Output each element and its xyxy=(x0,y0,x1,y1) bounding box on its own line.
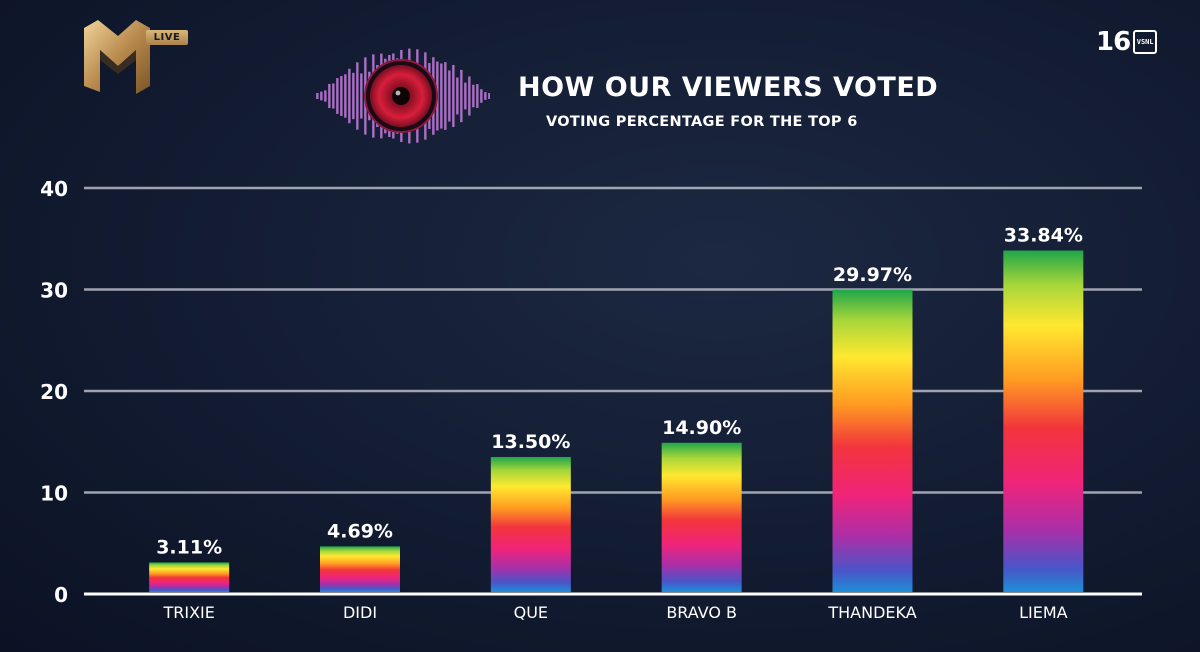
bar xyxy=(320,546,400,592)
y-tick-label: 40 xyxy=(40,177,68,201)
data-label: 14.90% xyxy=(662,417,741,439)
equalizer-bar xyxy=(480,89,483,103)
equalizer-bar xyxy=(344,74,347,118)
equalizer-bar xyxy=(356,62,359,130)
data-label: 29.97% xyxy=(833,264,912,286)
age-rating-number: 16 xyxy=(1096,27,1131,57)
equalizer-bar xyxy=(484,92,487,100)
chart-subtitle: VOTING PERCENTAGE FOR THE TOP 6 xyxy=(546,114,858,130)
equalizer-bar xyxy=(352,72,355,120)
data-label: 3.11% xyxy=(156,536,222,558)
equalizer-bar xyxy=(452,64,455,128)
bar xyxy=(832,289,913,592)
x-tick-label: THANDEKA xyxy=(827,603,916,622)
eye-logo-icon xyxy=(316,48,490,144)
equalizer-bar xyxy=(336,78,339,114)
bar xyxy=(1003,250,1084,593)
equalizer-bar xyxy=(448,70,451,122)
equalizer-bar xyxy=(468,76,471,116)
equalizer-bar xyxy=(472,84,475,108)
x-tick-label: BRAVO B xyxy=(666,603,737,622)
x-tick-label: DIDI xyxy=(343,603,377,622)
equalizer-bar xyxy=(332,83,335,109)
bar xyxy=(149,562,230,592)
equalizer-bar xyxy=(464,82,467,110)
data-label: 33.84% xyxy=(1004,225,1083,247)
y-tick-label: 20 xyxy=(40,380,68,404)
equalizer-bar xyxy=(456,77,459,115)
rating-letters: VSNL xyxy=(1133,30,1158,54)
data-label: 13.50% xyxy=(491,431,570,453)
x-tick-label: QUE xyxy=(514,603,548,622)
equalizer-bar xyxy=(348,68,351,124)
chart-title: HOW OUR VIEWERS VOTED xyxy=(518,72,939,103)
bar xyxy=(661,442,742,592)
equalizer-bar xyxy=(320,91,323,101)
x-tick-label: TRIXIE xyxy=(162,603,214,622)
equalizer-bar xyxy=(488,93,490,99)
y-tick-label: 30 xyxy=(40,279,68,303)
x-tick-label: LIEMA xyxy=(1019,603,1068,622)
age-rating-badge: 16 VSNL xyxy=(1096,27,1158,57)
data-label: 4.69% xyxy=(327,520,393,542)
equalizer-bar xyxy=(316,93,319,99)
channel-logo xyxy=(84,20,150,94)
live-badge: LIVE xyxy=(146,30,188,45)
bar xyxy=(490,456,571,592)
equalizer-bar xyxy=(328,83,331,109)
equalizer-bar xyxy=(444,62,447,130)
equalizer-bar xyxy=(360,73,363,119)
equalizer-bar xyxy=(324,90,327,102)
equalizer-bar xyxy=(340,76,343,116)
equalizer-bar xyxy=(476,84,479,108)
y-tick-label: 10 xyxy=(40,482,68,506)
y-tick-label: 0 xyxy=(54,583,68,607)
equalizer-bar xyxy=(440,63,443,129)
equalizer-bar xyxy=(460,69,463,123)
